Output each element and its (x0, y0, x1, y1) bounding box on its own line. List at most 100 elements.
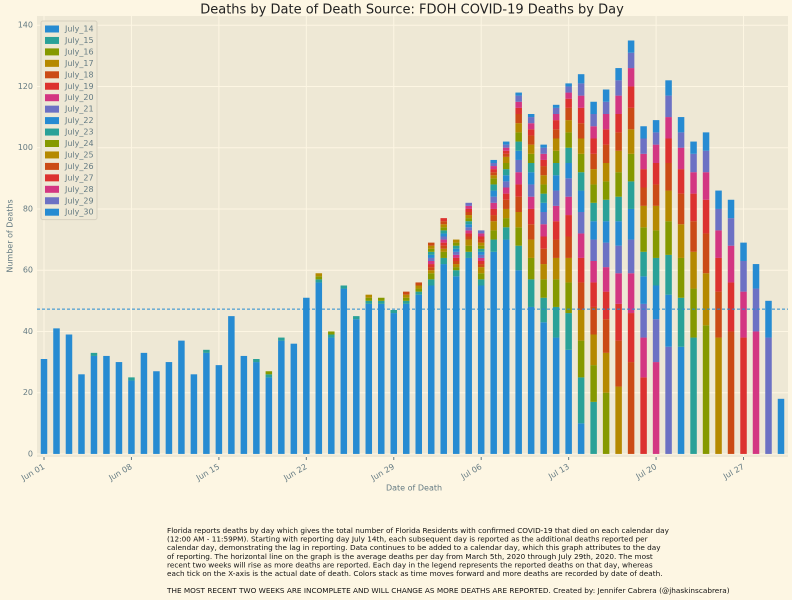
bar-segment (527, 129, 535, 136)
bar-segment (378, 300, 385, 304)
bar-segment (515, 123, 522, 133)
bar-segment (477, 245, 485, 249)
bar-segment (515, 184, 522, 197)
bar-segment (502, 163, 510, 170)
bar-segment (540, 144, 547, 148)
bar-segment (103, 355, 110, 454)
bar-segment (777, 398, 785, 454)
bar-segment (602, 291, 610, 320)
bar-segment (477, 264, 485, 268)
bar-segment (502, 153, 510, 157)
bar-segment (640, 153, 647, 170)
bar-segment (577, 83, 585, 96)
bar-segment (615, 132, 622, 151)
bar-segment (178, 340, 185, 454)
bar-segment (490, 184, 497, 191)
bar-segment (315, 282, 323, 454)
bar-segment (652, 285, 660, 320)
bar-segment (690, 251, 697, 289)
bar-segment (477, 248, 485, 252)
bar-segment (615, 340, 622, 387)
bar-segment (540, 322, 547, 454)
bar-segment (590, 169, 597, 185)
bar-segment (590, 202, 597, 222)
bar-segment (515, 212, 522, 228)
bar-segment (602, 392, 610, 454)
bar-segment (452, 248, 460, 252)
bar-segment (527, 184, 535, 197)
bar-segment (515, 101, 522, 108)
x-tick-label: Jul 13 (546, 462, 571, 481)
bar-segment (627, 129, 635, 154)
x-tick-label: Jul 20 (634, 462, 659, 481)
bar-segment (702, 233, 710, 274)
bar-segment (140, 352, 148, 454)
bar-segment (652, 205, 660, 231)
bar-segment (590, 101, 597, 114)
bar-segment (465, 208, 472, 212)
bar-segment (602, 89, 610, 102)
legend-label: July_29 (64, 196, 94, 205)
bar-segment (577, 107, 585, 124)
bar-segment (552, 306, 560, 338)
bar-segment (552, 175, 560, 191)
bar-segment (265, 374, 273, 378)
bar-segment (452, 261, 460, 265)
bar-segment (452, 254, 460, 258)
bar-segment (490, 221, 497, 231)
bar-segment (515, 245, 522, 271)
bar-segment (702, 150, 710, 173)
bar-segment (677, 117, 685, 133)
bar-segment (515, 141, 522, 151)
legend-label: July_30 (64, 208, 94, 217)
bar-segment (53, 328, 60, 454)
bar-segment (515, 159, 522, 173)
bar-segment (465, 215, 472, 219)
bar-segment (477, 242, 485, 246)
bar-segment (540, 224, 547, 237)
bar-segment (490, 190, 497, 197)
bar-segment (527, 114, 535, 118)
bar-segment (552, 107, 560, 114)
bar-segment (477, 251, 485, 255)
bar-segment (515, 92, 522, 96)
bar-segment (615, 80, 622, 96)
bar-segment (590, 126, 597, 139)
bar-segment (602, 267, 610, 292)
bar-segment (440, 224, 447, 228)
legend-swatch (45, 71, 59, 79)
bar-segment (278, 340, 285, 454)
bar-segment (565, 178, 572, 197)
bar-segment (477, 279, 485, 286)
bar-segment (378, 297, 385, 301)
bar-segment (527, 224, 535, 240)
bar-segment (490, 202, 497, 209)
bar-segment (527, 208, 535, 225)
y-tick-label: 120 (18, 82, 33, 91)
bar-segment (515, 227, 522, 246)
bar-segment (490, 208, 497, 216)
bar-segment (465, 230, 472, 234)
bar-segment (665, 346, 672, 454)
bar-segment (640, 205, 647, 228)
bar-segment (552, 239, 560, 258)
bar-segment (590, 261, 597, 283)
y-tick-label: 40 (23, 327, 33, 336)
bar-segment (415, 291, 422, 295)
bar-segment (602, 163, 610, 182)
bar-segment (452, 242, 460, 246)
bar-segment (552, 337, 560, 454)
x-tick-label: Jun 01 (19, 462, 46, 483)
legend-label: July_24 (64, 139, 94, 148)
bar-segment (640, 276, 647, 304)
bar-segment (540, 297, 547, 323)
bar-segment (527, 279, 535, 307)
bar-segment (590, 306, 597, 335)
bar-segment (465, 233, 472, 237)
bar-segment (365, 297, 373, 301)
bar-segment (540, 212, 547, 225)
bar-segment (502, 150, 510, 154)
y-tick-label: 140 (18, 21, 33, 30)
legend-swatch (45, 185, 59, 193)
bar-segment (577, 74, 585, 84)
